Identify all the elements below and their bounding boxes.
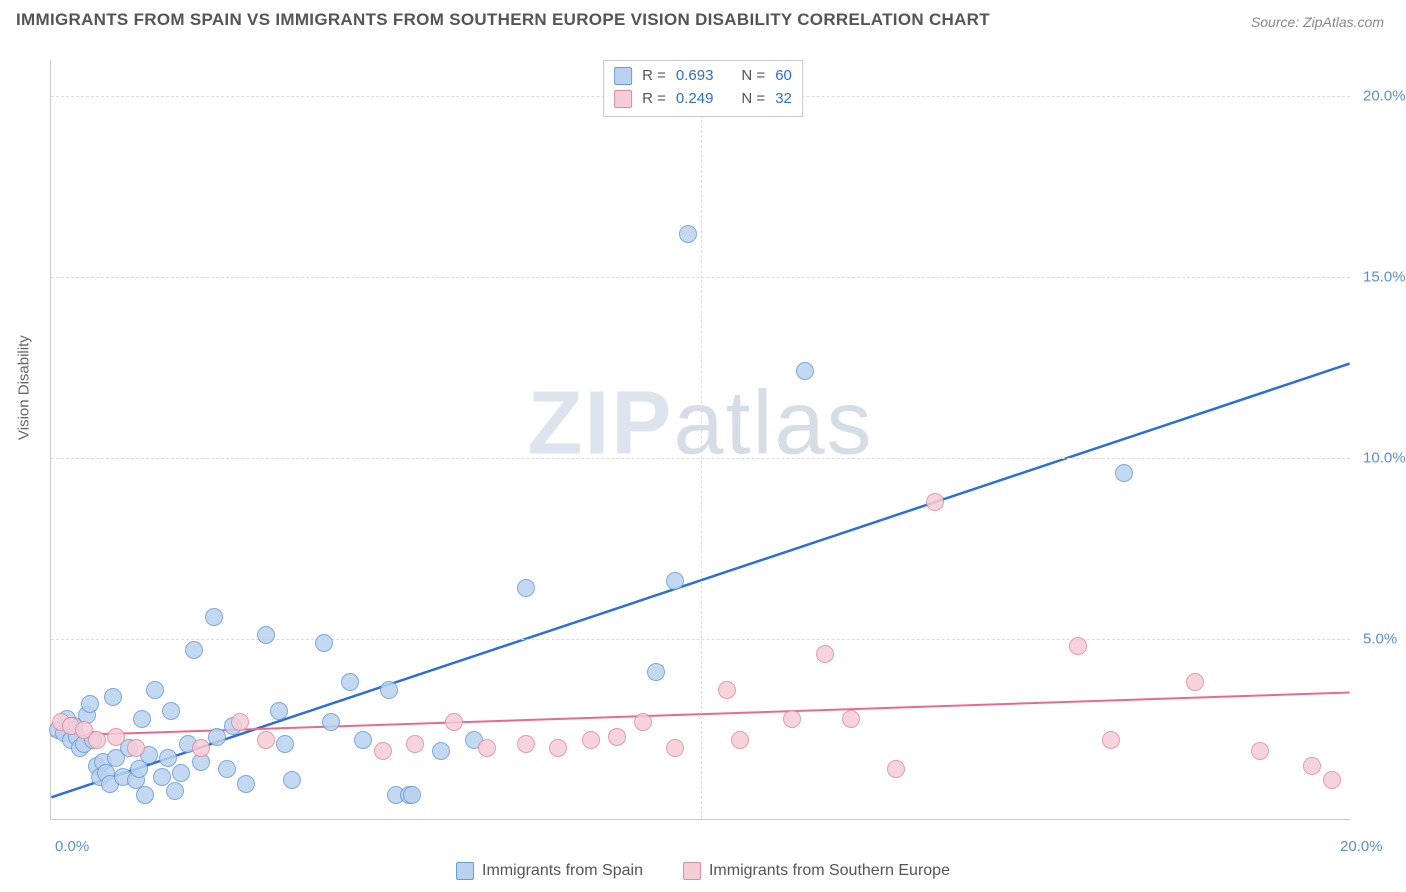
data-point-seurope (406, 735, 424, 753)
data-point-seurope (1303, 757, 1321, 775)
n-value: 32 (775, 88, 792, 111)
data-point-spain (205, 608, 223, 626)
data-point-seurope (666, 739, 684, 757)
y-tick-label: 15.0% (1363, 269, 1406, 286)
y-tick-label: 10.0% (1363, 450, 1406, 467)
data-point-seurope (374, 742, 392, 760)
data-point-spain (322, 713, 340, 731)
data-point-seurope (731, 731, 749, 749)
x-tick-label: 20.0% (1340, 838, 1383, 855)
data-point-seurope (783, 710, 801, 728)
data-point-spain (153, 768, 171, 786)
source-link[interactable]: ZipAtlas.com (1303, 14, 1384, 30)
data-point-seurope (1323, 771, 1341, 789)
data-point-seurope (634, 713, 652, 731)
legend-swatch-seurope (683, 862, 701, 880)
data-point-seurope (926, 493, 944, 511)
data-point-spain (257, 626, 275, 644)
y-tick-label: 20.0% (1363, 88, 1406, 105)
legend-label: Immigrants from Spain (482, 862, 643, 880)
data-point-spain (354, 731, 372, 749)
data-point-spain (81, 695, 99, 713)
r-label: R = (642, 65, 666, 88)
y-tick-label: 5.0% (1363, 631, 1397, 648)
data-point-seurope (192, 739, 210, 757)
data-point-spain (146, 681, 164, 699)
data-point-seurope (1102, 731, 1120, 749)
data-point-spain (517, 579, 535, 597)
data-point-seurope (107, 728, 125, 746)
gridline-v (701, 60, 702, 819)
n-value: 60 (775, 65, 792, 88)
data-point-seurope (88, 731, 106, 749)
data-point-seurope (1251, 742, 1269, 760)
data-point-spain (133, 710, 151, 728)
data-point-seurope (608, 728, 626, 746)
data-point-spain (679, 225, 697, 243)
data-point-seurope (718, 681, 736, 699)
data-point-spain (159, 749, 177, 767)
data-point-seurope (816, 645, 834, 663)
data-point-spain (166, 782, 184, 800)
n-label: N = (741, 65, 765, 88)
data-point-spain (237, 775, 255, 793)
legend-item-seurope: Immigrants from Southern Europe (683, 862, 950, 880)
data-point-spain (432, 742, 450, 760)
legend-item-spain: Immigrants from Spain (456, 862, 643, 880)
data-point-spain (403, 786, 421, 804)
legend-swatch-seurope (614, 90, 632, 108)
data-point-spain (796, 362, 814, 380)
data-point-spain (208, 728, 226, 746)
data-point-spain (315, 634, 333, 652)
data-point-seurope (887, 760, 905, 778)
data-point-spain (647, 663, 665, 681)
data-point-spain (666, 572, 684, 590)
chart-title: IMMIGRANTS FROM SPAIN VS IMMIGRANTS FROM… (16, 10, 990, 30)
y-axis-label: Vision Disability (16, 335, 33, 440)
scatter-plot-area: ZIPatlas 5.0%10.0%15.0%20.0% (50, 60, 1350, 820)
series-legend: Immigrants from Spain Immigrants from Sou… (456, 862, 950, 880)
data-point-spain (341, 673, 359, 691)
data-point-spain (172, 764, 190, 782)
data-point-seurope (127, 739, 145, 757)
legend-swatch-spain (614, 67, 632, 85)
data-point-spain (185, 641, 203, 659)
data-point-spain (104, 688, 122, 706)
data-point-spain (136, 786, 154, 804)
n-label: N = (741, 88, 765, 111)
data-point-seurope (842, 710, 860, 728)
data-point-spain (162, 702, 180, 720)
data-point-seurope (1186, 673, 1204, 691)
data-point-seurope (582, 731, 600, 749)
data-point-seurope (231, 713, 249, 731)
stats-legend-box: R = 0.693 N = 60 R = 0.249 N = 32 (603, 60, 803, 117)
data-point-spain (1115, 464, 1133, 482)
data-point-seurope (549, 739, 567, 757)
data-point-seurope (1069, 637, 1087, 655)
legend-label: Immigrants from Southern Europe (709, 862, 950, 880)
data-point-spain (276, 735, 294, 753)
r-value: 0.693 (676, 65, 714, 88)
data-point-spain (380, 681, 398, 699)
stats-row-spain: R = 0.693 N = 60 (614, 65, 792, 88)
source-attribution: Source: ZipAtlas.com (1251, 14, 1384, 30)
r-label: R = (642, 88, 666, 111)
data-point-seurope (445, 713, 463, 731)
stats-row-seurope: R = 0.249 N = 32 (614, 88, 792, 111)
data-point-seurope (478, 739, 496, 757)
x-tick-label: 0.0% (55, 838, 89, 855)
data-point-spain (270, 702, 288, 720)
data-point-spain (218, 760, 236, 778)
r-value: 0.249 (676, 88, 714, 111)
data-point-spain (283, 771, 301, 789)
data-point-seurope (257, 731, 275, 749)
source-prefix: Source: (1251, 14, 1303, 30)
legend-swatch-spain (456, 862, 474, 880)
data-point-seurope (517, 735, 535, 753)
